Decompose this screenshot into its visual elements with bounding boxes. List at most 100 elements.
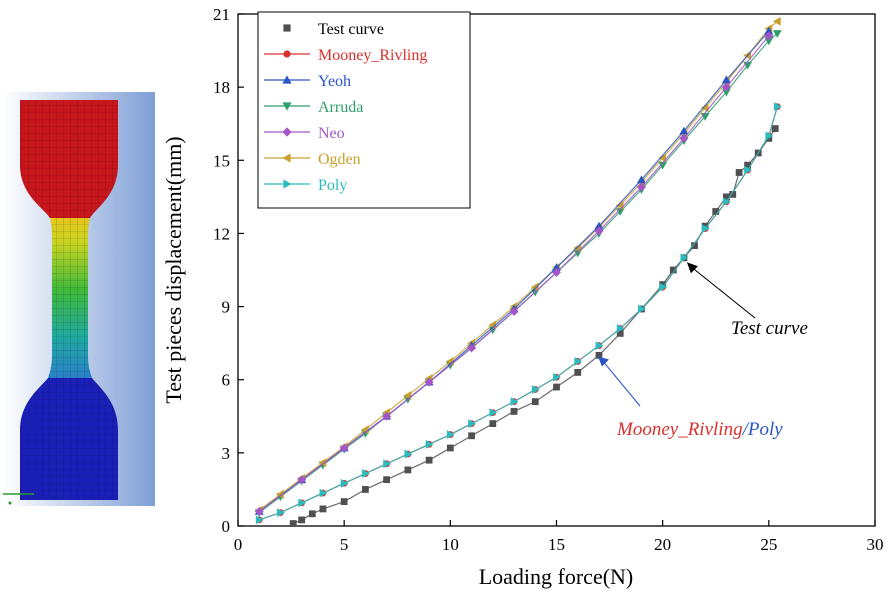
data-point bbox=[595, 341, 604, 350]
data-point bbox=[574, 357, 583, 366]
data-point bbox=[530, 282, 539, 292]
legend-label: Ogden bbox=[318, 151, 361, 168]
data-point bbox=[553, 372, 561, 382]
series-layer bbox=[254, 16, 782, 527]
data-point bbox=[488, 320, 497, 330]
data-point bbox=[489, 408, 498, 418]
data-point bbox=[574, 369, 582, 376]
legend-entry: Neo bbox=[264, 125, 345, 142]
data-point bbox=[616, 329, 624, 337]
data-point bbox=[658, 153, 667, 163]
fit-annotation-part: Mooney_Rivling bbox=[616, 419, 743, 440]
legend-marker bbox=[282, 153, 291, 163]
data-point bbox=[722, 197, 731, 207]
y-tick-label: 18 bbox=[213, 78, 230, 97]
data-point bbox=[510, 397, 519, 407]
data-point bbox=[277, 508, 285, 517]
data-point bbox=[362, 469, 370, 478]
legend-entry: Arruda bbox=[264, 99, 363, 116]
legend-entry: Test curve bbox=[283, 21, 384, 38]
data-point bbox=[594, 226, 604, 236]
x-tick-label: 20 bbox=[654, 535, 671, 554]
data-point bbox=[362, 486, 369, 493]
data-point bbox=[594, 221, 604, 230]
data-point bbox=[339, 443, 349, 453]
data-point bbox=[425, 439, 434, 449]
legend-entry: Yeoh bbox=[264, 73, 351, 90]
data-point bbox=[764, 31, 774, 41]
legend-box bbox=[257, 11, 471, 209]
data-point bbox=[318, 458, 327, 468]
data-point bbox=[658, 161, 668, 170]
data-point bbox=[722, 193, 730, 201]
data-point bbox=[531, 385, 540, 394]
fea-specimen-image bbox=[3, 92, 155, 506]
data-point bbox=[721, 82, 731, 92]
data-point bbox=[382, 411, 392, 421]
y-tick-label: 12 bbox=[213, 224, 230, 243]
data-point bbox=[509, 307, 519, 316]
data-point bbox=[383, 476, 391, 484]
data-point bbox=[552, 263, 561, 271]
data-point bbox=[361, 425, 369, 435]
legend-marker bbox=[283, 179, 292, 189]
data-point bbox=[510, 408, 518, 415]
x-tick-label: 25 bbox=[760, 535, 777, 554]
series-line bbox=[259, 106, 778, 521]
data-point bbox=[319, 488, 328, 498]
data-point bbox=[552, 268, 561, 277]
fea-origin-dot bbox=[8, 501, 12, 505]
data-point bbox=[531, 398, 539, 406]
x-tick-label: 30 bbox=[867, 535, 884, 554]
x-tick-label: 10 bbox=[442, 535, 459, 554]
legend-entry: Ogden bbox=[264, 151, 361, 168]
y-tick-label: 21 bbox=[213, 5, 230, 24]
data-point bbox=[637, 175, 646, 184]
data-point bbox=[255, 515, 264, 525]
data-point bbox=[489, 420, 497, 427]
data-point bbox=[424, 377, 434, 387]
data-point bbox=[744, 161, 751, 169]
x-tick-label: 5 bbox=[340, 535, 349, 554]
annotation-layer: Test curve Mooney_Rivling/Poly bbox=[597, 262, 808, 440]
data-point bbox=[404, 449, 413, 459]
legend: Test curve Mooney_Rivling Yeoh Arruda Neo Ogd… bbox=[257, 11, 471, 209]
data-point bbox=[744, 165, 752, 175]
data-point bbox=[679, 133, 689, 143]
data-point bbox=[735, 169, 743, 176]
legend-marker bbox=[282, 127, 292, 137]
y-tick-label: 15 bbox=[213, 151, 230, 170]
data-point bbox=[298, 498, 307, 508]
data-point bbox=[446, 444, 454, 452]
legend-marker bbox=[283, 50, 291, 58]
legend-marker bbox=[282, 102, 292, 111]
data-point bbox=[467, 343, 476, 353]
y-axis-label: Test pieces displacement(mm) bbox=[161, 136, 186, 403]
legend-label: Arruda bbox=[318, 99, 363, 116]
test-curve-arrowhead bbox=[686, 262, 698, 274]
data-point bbox=[772, 16, 781, 26]
legend-label: Mooney_Rivling bbox=[318, 47, 427, 64]
plot-area: 0 5 10 15 20 25 30 0 3 6 9 12 15 18 21 Test curve Moone… bbox=[161, 5, 884, 589]
y-tick-label: 3 bbox=[222, 444, 231, 463]
data-point bbox=[637, 182, 646, 192]
data-point bbox=[319, 505, 327, 513]
data-point bbox=[680, 253, 689, 263]
y-tick-label: 6 bbox=[222, 371, 231, 390]
data-point bbox=[298, 516, 306, 524]
y-tick-label: 9 bbox=[222, 298, 231, 317]
data-point bbox=[468, 432, 475, 440]
data-point bbox=[404, 466, 412, 474]
x-tick-label: 0 bbox=[234, 535, 243, 554]
series-neo bbox=[254, 31, 774, 516]
legend-label: Yeoh bbox=[318, 73, 351, 90]
legend-marker bbox=[282, 75, 292, 84]
data-point bbox=[616, 324, 625, 333]
y-tick-label: 0 bbox=[222, 517, 231, 536]
legend-label: Test curve bbox=[318, 21, 384, 38]
data-point bbox=[289, 520, 297, 527]
x-axis-label: Loading force(N) bbox=[479, 564, 634, 589]
data-point bbox=[340, 498, 348, 506]
data-point bbox=[701, 224, 710, 233]
